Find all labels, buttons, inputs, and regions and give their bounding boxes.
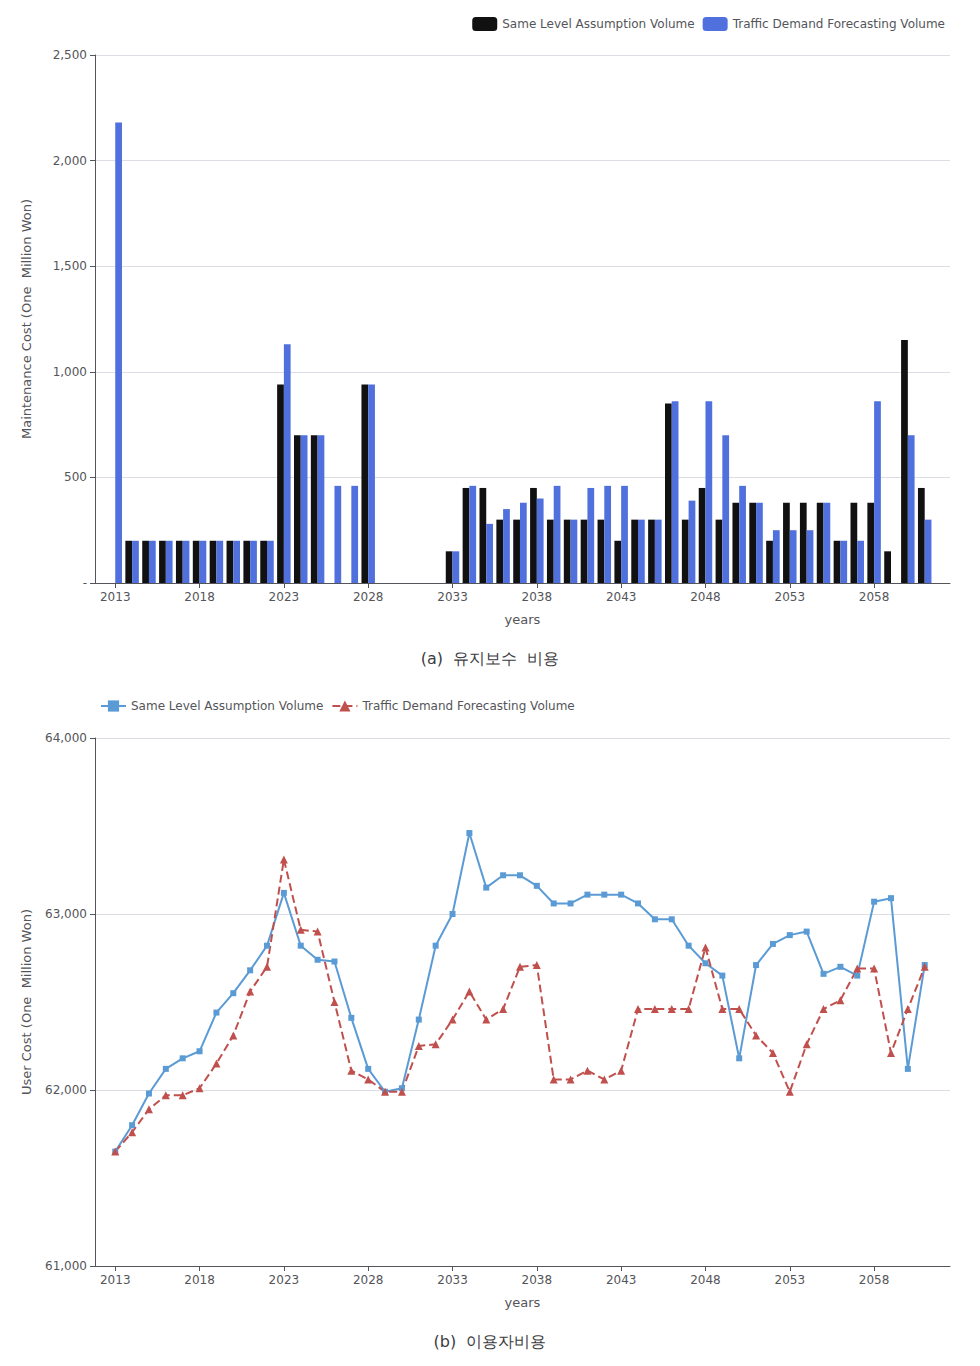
svg-text:63,000: 63,000: [45, 907, 87, 921]
svg-text:500: 500: [64, 470, 87, 484]
svg-text:2048: 2048: [690, 1273, 721, 1287]
svg-text:62,000: 62,000: [45, 1083, 87, 1097]
svg-text:2033: 2033: [437, 1273, 468, 1287]
svg-text:2028: 2028: [353, 590, 384, 604]
svg-text:1,500: 1,500: [53, 259, 87, 273]
svg-text:2053: 2053: [775, 590, 806, 604]
svg-text:2023: 2023: [269, 1273, 300, 1287]
svg-text:years: years: [505, 1295, 541, 1310]
svg-text:2038: 2038: [522, 590, 553, 604]
svg-text:2033: 2033: [437, 590, 468, 604]
svg-text:61,000: 61,000: [45, 1259, 87, 1273]
svg-text:2043: 2043: [606, 590, 637, 604]
svg-text:2023: 2023: [269, 590, 300, 604]
svg-text:(b) 이용자비용: (b) 이용자비용: [434, 1332, 547, 1351]
svg-text:2013: 2013: [100, 590, 131, 604]
svg-text:2028: 2028: [353, 1273, 384, 1287]
svg-text:2048: 2048: [690, 590, 721, 604]
svg-text:2,500: 2,500: [53, 48, 87, 62]
svg-text:years: years: [505, 612, 541, 627]
svg-text:1,000: 1,000: [53, 365, 87, 379]
svg-text:User Cost (One Million Won): User Cost (One Million Won): [19, 909, 34, 1095]
svg-text:Traffic Demand Forecasting Vol: Traffic Demand Forecasting Volume: [732, 17, 945, 31]
svg-text:Same Level Assumption Volume: Same Level Assumption Volume: [131, 699, 323, 713]
svg-text:Same Level Assumption Volume: Same Level Assumption Volume: [502, 17, 694, 31]
svg-text:2058: 2058: [859, 1273, 890, 1287]
svg-text:Maintenance Cost (One Million: Maintenance Cost (One Million Won): [19, 199, 34, 439]
svg-text:2018: 2018: [184, 590, 215, 604]
svg-text:64,000: 64,000: [45, 731, 87, 745]
svg-text:2058: 2058: [859, 590, 890, 604]
svg-text:2043: 2043: [606, 1273, 637, 1287]
svg-text:Traffic Demand Forecasting Vol: Traffic Demand Forecasting Volume: [361, 699, 574, 713]
svg-text:(a) 유지보수 비용: (a) 유지보수 비용: [421, 649, 560, 668]
svg-text:2053: 2053: [775, 1273, 806, 1287]
svg-text:-: -: [83, 576, 87, 590]
svg-text:2,000: 2,000: [53, 154, 87, 168]
svg-text:2038: 2038: [522, 1273, 553, 1287]
svg-text:2013: 2013: [100, 1273, 131, 1287]
svg-text:2018: 2018: [184, 1273, 215, 1287]
